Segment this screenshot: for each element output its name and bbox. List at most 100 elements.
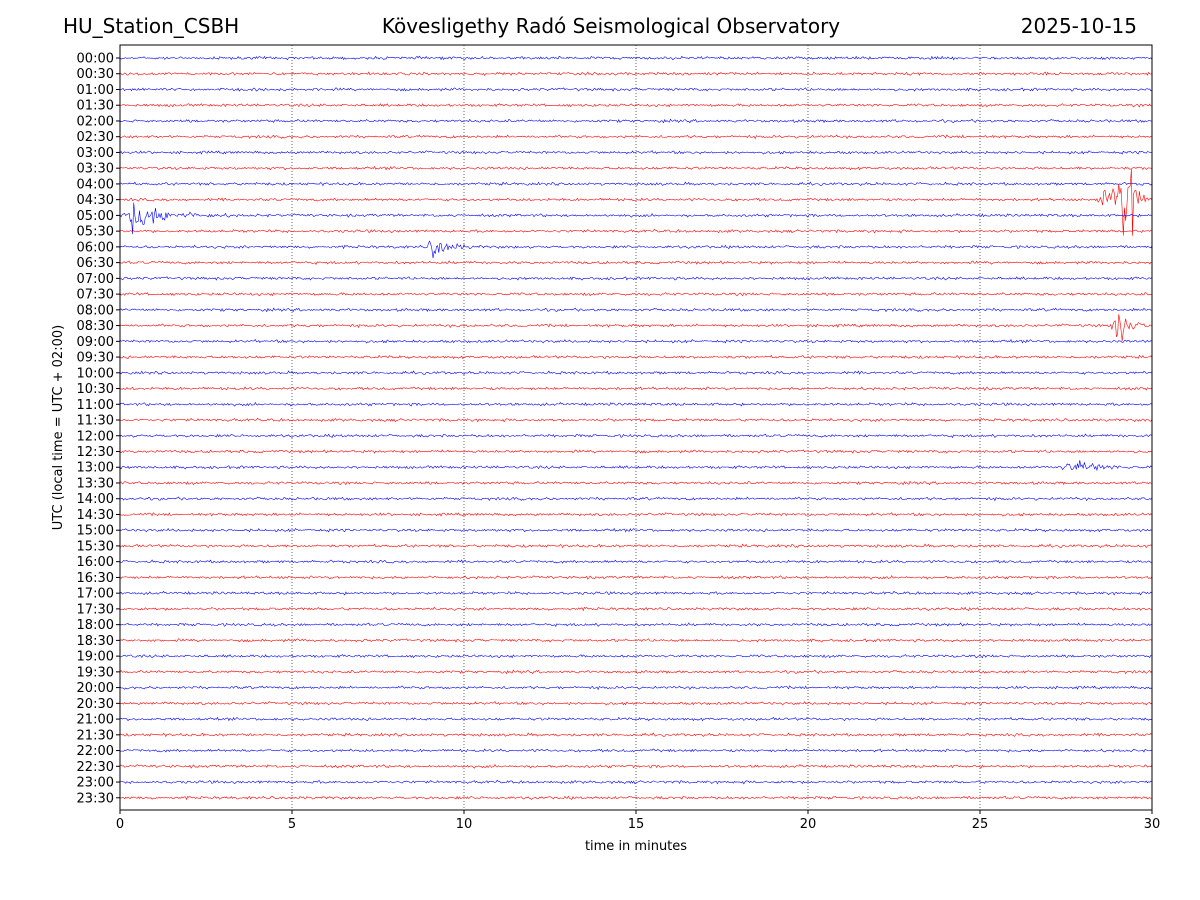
seismic-trace [119, 370, 1153, 375]
seismic-trace [119, 71, 1153, 76]
y-tick-label: 08:00 [77, 303, 114, 318]
seismic-trace [119, 748, 1153, 753]
seismic-trace [119, 732, 1153, 738]
seismic-trace [119, 276, 1153, 281]
y-tick-label: 01:00 [77, 83, 114, 98]
seismic-trace [119, 669, 1153, 675]
y-tick-label: 03:30 [77, 162, 114, 177]
x-tick-label: 0 [116, 817, 124, 832]
y-tick-label: 00:30 [77, 67, 114, 82]
seismic-trace [119, 240, 1153, 259]
seismic-trace [119, 622, 1153, 627]
y-tick-label: 15:30 [77, 539, 114, 554]
seismic-trace [119, 169, 1153, 236]
seismic-trace [119, 417, 1153, 423]
y-tick-label: 07:00 [77, 272, 114, 287]
seismic-trace [119, 779, 1153, 785]
y-tick-label: 17:30 [77, 602, 114, 617]
y-tick-label: 10:30 [77, 382, 114, 397]
y-tick-label: 04:00 [77, 177, 114, 192]
x-tick-label: 30 [1144, 817, 1161, 832]
y-tick-label: 07:30 [77, 288, 114, 303]
y-tick-label: 22:00 [77, 744, 114, 759]
seismic-trace [119, 480, 1153, 486]
x-tick-label: 5 [288, 817, 296, 832]
seismic-trace [119, 103, 1153, 108]
x-tick-label: 25 [972, 817, 989, 832]
seismic-trace [119, 654, 1153, 659]
y-tick-label: 00:00 [77, 52, 114, 67]
y-tick-label: 11:30 [77, 414, 114, 429]
y-tick-label: 10:00 [77, 366, 114, 381]
y-tick-label: 20:30 [77, 697, 114, 712]
y-tick-label: 12:00 [77, 429, 114, 444]
chart-date: 2025-10-15 [1020, 14, 1137, 38]
seismic-trace [119, 354, 1153, 360]
seismic-trace [119, 512, 1153, 517]
y-tick-label: 21:30 [77, 728, 114, 743]
seismic-trace [119, 314, 1153, 341]
seismic-trace [119, 701, 1153, 706]
y-tick-label: 14:30 [77, 508, 114, 523]
y-tick-label: 21:00 [77, 713, 114, 728]
y-tick-label: 19:30 [77, 665, 114, 680]
seismic-trace [119, 228, 1153, 234]
seismic-trace [119, 260, 1153, 265]
y-tick-label: 15:00 [77, 524, 114, 539]
y-tick-label: 14:00 [77, 492, 114, 507]
seismic-traces [119, 55, 1153, 801]
y-tick-label: 05:30 [77, 225, 114, 240]
x-axis-ticks: 0 5 10 15 20 25 30 [116, 810, 1160, 832]
y-tick-label: 22:30 [77, 760, 114, 775]
y-tick-label: 13:00 [77, 461, 114, 476]
seismic-trace [119, 763, 1153, 769]
seismic-trace [119, 55, 1153, 61]
y-tick-label: 16:00 [77, 555, 114, 570]
seismic-trace [119, 685, 1153, 691]
seismic-trace [119, 433, 1153, 439]
seismic-trace [119, 496, 1153, 502]
y-tick-label: 05:00 [77, 209, 114, 224]
seismic-trace [119, 795, 1153, 801]
seismic-trace [119, 150, 1153, 155]
y-axis-label: UTC (local time = UTC + 02:00) [51, 325, 66, 530]
seismic-trace [119, 574, 1153, 580]
seismic-trace [119, 202, 1153, 235]
y-tick-label: 09:30 [77, 351, 114, 366]
seismic-trace [119, 543, 1153, 549]
y-tick-label: 23:00 [77, 776, 114, 791]
y-tick-label: 09:00 [77, 335, 114, 350]
y-tick-label: 20:00 [77, 681, 114, 696]
seismic-trace [119, 716, 1153, 722]
seismic-trace [119, 386, 1153, 391]
x-axis-label: time in minutes [585, 839, 687, 854]
seismic-trace [119, 590, 1153, 596]
x-tick-label: 10 [456, 817, 473, 832]
seismic-trace [119, 338, 1153, 344]
y-tick-label: 04:30 [77, 193, 114, 208]
x-tick-label: 20 [800, 817, 817, 832]
grid-lines [291, 45, 981, 810]
x-tick-label: 15 [628, 817, 645, 832]
y-tick-label: 08:30 [77, 319, 114, 334]
seismic-trace [119, 87, 1153, 92]
y-tick-label: 02:00 [77, 114, 114, 129]
y-tick-label: 18:00 [77, 618, 114, 633]
seismic-trace [119, 165, 1153, 171]
y-tick-label: 13:30 [77, 476, 114, 491]
y-tick-label: 18:30 [77, 634, 114, 649]
y-tick-label: 12:30 [77, 445, 114, 460]
seismic-trace [119, 527, 1153, 533]
y-tick-label: 06:00 [77, 240, 114, 255]
seismic-trace [119, 181, 1153, 187]
y-tick-label: 03:00 [77, 146, 114, 161]
y-tick-label: 19:00 [77, 650, 114, 665]
y-tick-label: 11:00 [77, 398, 114, 413]
y-tick-label: 16:30 [77, 571, 114, 586]
seismic-trace [119, 401, 1153, 407]
chart-title: Kövesligethy Radó Seismological Observat… [381, 14, 841, 38]
y-tick-label: 02:30 [77, 130, 114, 145]
seismic-trace [119, 460, 1153, 472]
y-axis-ticks: 00:0000:3001:0001:3002:0002:3003:0003:30… [77, 52, 120, 806]
